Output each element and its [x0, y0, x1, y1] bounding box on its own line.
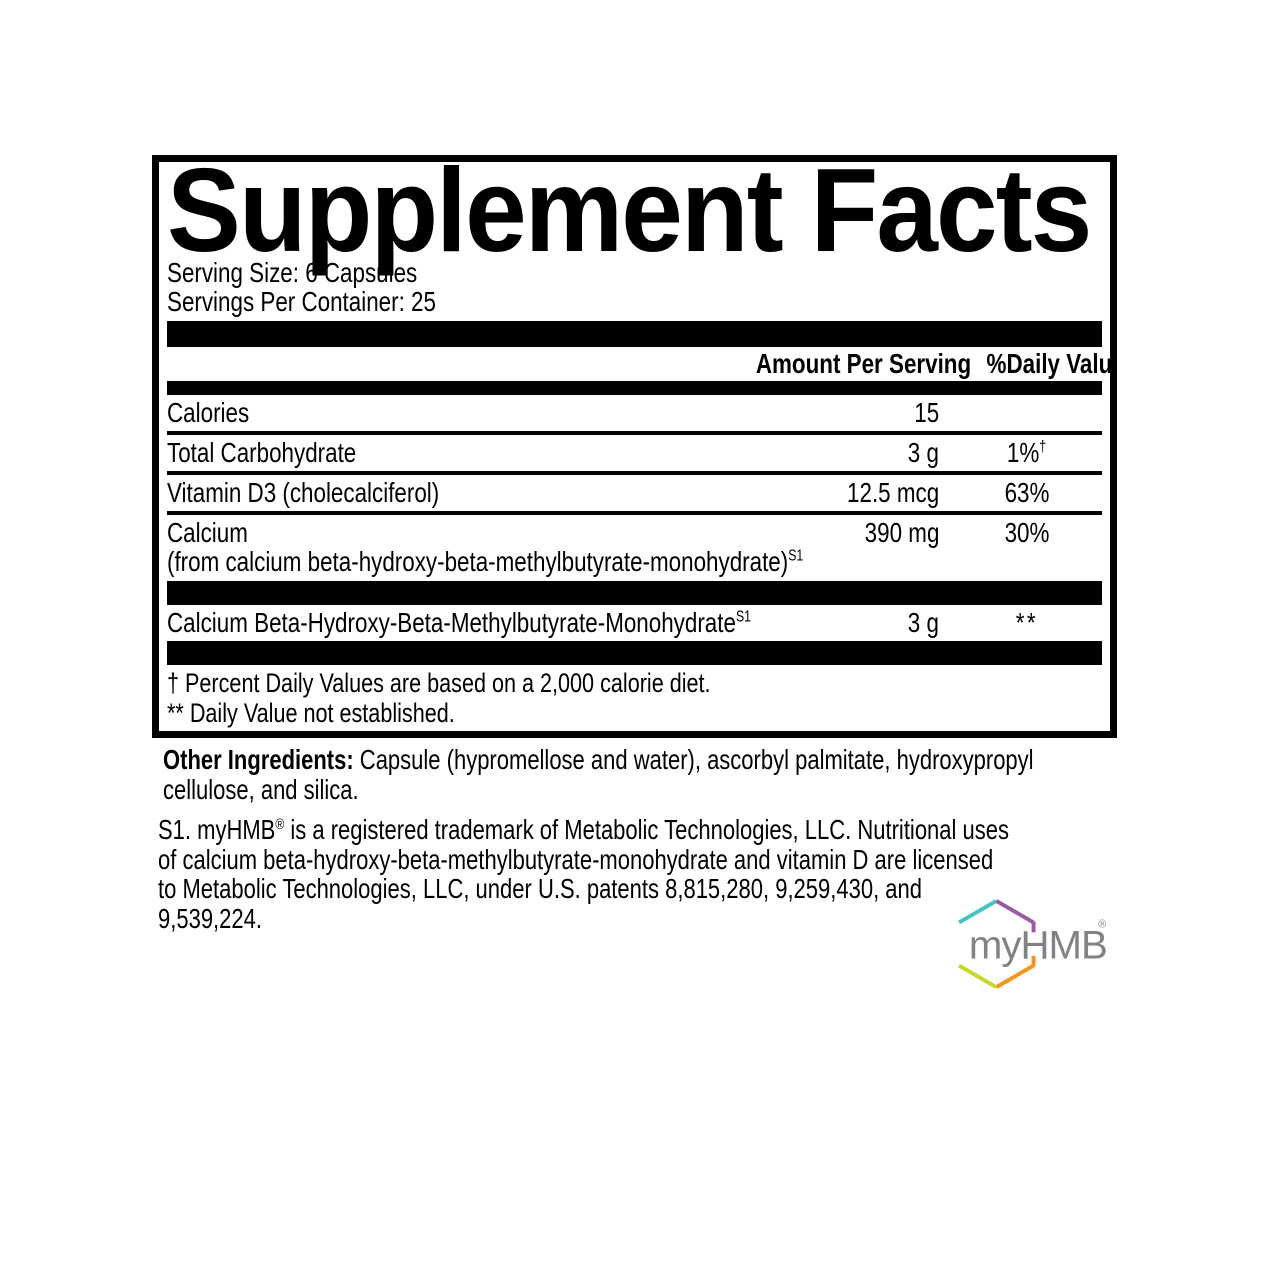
divider-bar-top: [167, 321, 1102, 347]
row-amount: 3 g: [907, 607, 939, 638]
other-ingredients-label: Other Ingredients:: [163, 744, 354, 775]
calcium-source-line: (from calcium beta-hydroxy-beta-methylbu…: [167, 546, 804, 577]
row-daily-value: [952, 398, 1102, 427]
registered-mark: ®: [1098, 918, 1106, 930]
divider-bar-mid: [167, 581, 1102, 605]
other-ingredients-paragraph: Other Ingredients: Capsule (hypromellose…: [163, 744, 1034, 805]
table-row-hmb: Calcium Beta-Hydroxy-Beta-Methylbutyrate…: [167, 605, 1102, 641]
dagger-symbol: †: [1039, 438, 1047, 456]
row-daily-value: 63%: [1004, 477, 1050, 508]
row-name: Calories: [167, 397, 250, 428]
serving-size-line: Serving Size: 6 Capsules: [167, 257, 418, 288]
table-row-total-carbohydrate: Total Carbohydrate 3 g 1%†: [167, 435, 1102, 475]
row-amount: 390 mg: [864, 517, 939, 548]
row-daily-value: 30%: [1004, 517, 1050, 548]
table-row-calories: Calories 15: [167, 395, 1102, 435]
divider-bar-header: [167, 381, 1102, 395]
row-amount: 15: [914, 397, 939, 428]
row-name: Vitamin D3 (cholecalciferol): [167, 477, 440, 508]
myhmb-hexagon-icon: [957, 899, 1036, 989]
table-row-calcium: Calcium 390 mg 30% (from calcium beta-hy…: [167, 515, 1102, 581]
row-name: Calcium Beta-Hydroxy-Beta-Methylbutyrate…: [167, 607, 751, 638]
header-daily-value: %Daily Value: [986, 348, 1117, 379]
myhmb-logo-text: myHMB: [969, 923, 1107, 968]
row-name: Total Carbohydrate: [167, 437, 357, 468]
row-name: Calcium: [167, 517, 248, 548]
panel-title: Supplement Facts: [167, 155, 1092, 277]
calcium-main-line: Calcium 390 mg 30%: [167, 515, 1102, 547]
table-row-vitamin-d3: Vitamin D3 (cholecalciferol) 12.5 mcg 63…: [167, 475, 1102, 515]
servings-per-container-line: Servings Per Container: 25: [167, 286, 436, 317]
footnote-not-established: ** Daily Value not established.: [167, 697, 455, 728]
myhmb-logo: myHMB ®: [957, 899, 1108, 989]
s1-superscript: S1: [788, 547, 804, 565]
divider-bar-bottom: [167, 641, 1102, 665]
supplement-facts-panel: Supplement Facts Serving Size: 6 Capsule…: [152, 155, 1117, 738]
row-daily-value: **: [952, 608, 1102, 637]
table-header-row: Amount Per Serving %Daily Value: [167, 347, 1117, 381]
registered-mark: ®: [275, 815, 285, 833]
footnote-daily-values: † Percent Daily Values are based on a 2,…: [167, 668, 711, 698]
row-amount: 3 g: [907, 437, 939, 468]
row-daily-value: 1%†: [1007, 437, 1047, 468]
s1-superscript: S1: [735, 608, 751, 626]
asterisks-symbol: **: [1015, 607, 1039, 638]
header-amount-per-serving: Amount Per Serving: [755, 348, 972, 379]
trademark-paragraph: S1. myHMB® is a registered trademark of …: [158, 814, 1009, 934]
row-amount: 12.5 mcg: [846, 477, 939, 508]
footnotes: † Percent Daily Values are based on a 2,…: [167, 665, 1102, 728]
